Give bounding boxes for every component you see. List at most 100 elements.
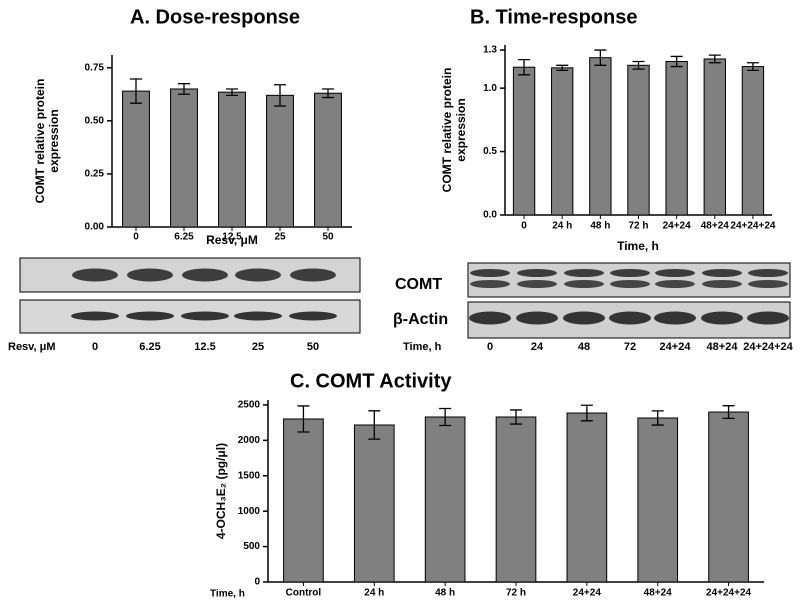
x-tick-label: 24+24+24 (706, 588, 751, 599)
lane-label: 24+24+24 (743, 341, 793, 353)
bar (708, 411, 749, 583)
error-bar (670, 55, 683, 68)
blot-label: COMT (395, 276, 442, 293)
blot-label: β-Actin (393, 311, 448, 328)
x-tick-label: 48 h (435, 588, 455, 599)
blot-band (655, 269, 695, 277)
bar (703, 58, 726, 216)
x-tick-label: 72 h (628, 221, 648, 232)
y-tick-label: 1.3 (483, 45, 497, 56)
blot-band (702, 280, 742, 288)
x-tick-label: 48+24 (701, 221, 730, 232)
lane-label: 50 (307, 341, 319, 353)
error-bar (226, 88, 238, 96)
x-tick-label: 24+24 (663, 221, 692, 232)
bar (566, 412, 608, 583)
bar (637, 417, 679, 583)
x-tick-label: 12.5 (222, 232, 242, 243)
blot-band (748, 280, 788, 288)
lane-label: 25 (252, 341, 264, 353)
bar (424, 416, 466, 583)
error-bar (130, 78, 142, 104)
error-bar (274, 84, 286, 107)
blot-band (72, 268, 118, 282)
bar (266, 94, 294, 228)
lane-label: 48+24 (707, 341, 739, 353)
blot-band (517, 280, 557, 288)
x-tick-label: 24+24+24 (730, 221, 775, 232)
lane-label: 24 (531, 341, 544, 353)
blot-band (126, 311, 174, 321)
x-tick-label: 0 (521, 221, 527, 232)
bar (741, 66, 765, 216)
chart-title: C. COMT Activity (290, 370, 452, 392)
chart-title: B. Time-response (470, 6, 637, 28)
blot-band (181, 311, 229, 321)
y-tick-label: 2500 (238, 400, 261, 411)
y-tick-label: 1000 (238, 506, 261, 517)
blot-band (234, 311, 282, 321)
error-bar (439, 407, 452, 427)
blot-band (610, 269, 650, 277)
x-tick-label: 72 h (506, 588, 526, 599)
x-tick-label: 25 (274, 232, 286, 243)
error-bar (722, 405, 735, 420)
blot-band (748, 269, 788, 277)
bar (170, 88, 198, 228)
bar (665, 60, 688, 216)
x-tick-label: Control (286, 588, 322, 599)
error-bar (708, 54, 721, 64)
x-tick-label: 0 (133, 232, 139, 243)
lane-label: 6.25 (139, 341, 160, 353)
blot-band (182, 268, 228, 282)
blot-row-label: Time, h (403, 341, 442, 353)
error-bar (746, 62, 759, 72)
blot-band (610, 280, 650, 288)
bar (314, 92, 342, 228)
error-bar (322, 88, 334, 99)
y-tick-label: 0.5 (483, 146, 497, 157)
blot-band (469, 311, 511, 325)
error-bar (632, 60, 645, 70)
blot-band (289, 311, 337, 321)
bar (122, 90, 150, 228)
y-tick-label: 500 (243, 541, 260, 552)
error-bar (297, 405, 310, 433)
blot-band (235, 268, 281, 282)
y-tick-label: 0.25 (85, 169, 105, 180)
blot-band (654, 311, 696, 325)
blot-band (517, 269, 557, 277)
y-tick-label: 0.50 (85, 115, 105, 126)
error-bar (510, 409, 522, 425)
bar (551, 67, 574, 216)
blot-band (290, 268, 336, 282)
lane-label: 0 (92, 341, 98, 353)
lane-label: 12.5 (194, 341, 215, 353)
y-tick-label: 0.00 (85, 222, 105, 233)
error-bar (178, 83, 190, 95)
lane-label: 24+24 (660, 341, 692, 353)
x-axis-label: Time, h (210, 589, 245, 600)
x-tick-label: 24 h (552, 221, 572, 232)
error-bar (556, 64, 569, 72)
blot-band (563, 311, 605, 325)
y-tick-label: 2000 (238, 435, 261, 446)
error-bar (594, 49, 607, 66)
bar (218, 91, 246, 228)
lane-label: 72 (624, 341, 636, 353)
bar (495, 416, 537, 583)
blot-band (564, 269, 604, 277)
x-tick-label: 48 h (590, 221, 610, 232)
bar (353, 424, 395, 583)
blot-band (747, 311, 789, 325)
y-tick-label: 0.75 (85, 62, 105, 73)
lane-label: 0 (487, 341, 493, 353)
bar (512, 66, 536, 216)
y-axis-label: COMT relative proteinexpression (33, 79, 61, 204)
x-tick-label: 24 h (364, 588, 384, 599)
blot-band (564, 280, 604, 288)
blot-band (470, 280, 510, 288)
x-tick-label: 6.25 (174, 232, 194, 243)
error-bar (580, 404, 593, 422)
